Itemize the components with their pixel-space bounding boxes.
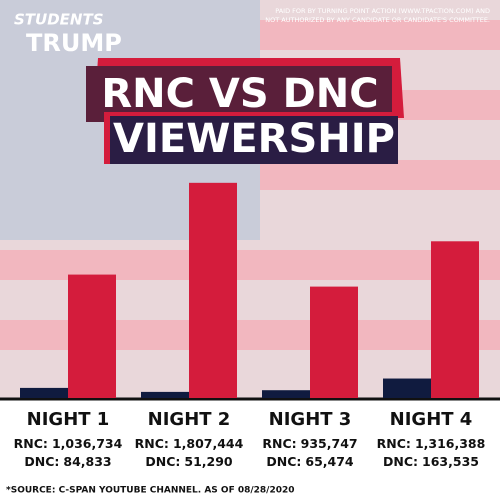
bar: [431, 241, 479, 398]
series-name: DNC:: [266, 454, 301, 469]
bar: [20, 387, 68, 398]
title-banner: [86, 58, 404, 164]
series-name: DNC:: [24, 454, 59, 469]
logo: TRUMP: [26, 29, 122, 57]
series-name: RNC:: [377, 436, 411, 451]
value-label: DNC: 163,535: [383, 454, 479, 469]
data-label: 65,474: [305, 454, 354, 469]
value-label: RNC: 935,747: [262, 436, 357, 451]
x-tick-label: NIGHT 2: [148, 409, 231, 430]
data-label: 84,833: [63, 454, 111, 469]
value-label: RNC: 1,036,734: [14, 436, 123, 451]
data-label: 163,535: [422, 454, 479, 469]
series-name: RNC:: [135, 436, 169, 451]
data-label: 51,290: [184, 454, 233, 469]
source-note: *SOURCE: C-SPAN YOUTUBE CHANNEL. AS OF 0…: [6, 486, 295, 496]
x-tick-label: NIGHT 1: [27, 409, 110, 430]
logo: STUDENTS: [14, 11, 104, 29]
bar: [310, 286, 358, 398]
disclaimer: NOT AUTHORIZED BY ANY CANDIDATE OR CANDI…: [265, 16, 490, 24]
bar: [189, 182, 237, 398]
value-label: DNC: 51,290: [145, 454, 233, 469]
x-tick-label: NIGHT 3: [269, 409, 352, 430]
bar: [141, 391, 189, 398]
value-label: DNC: 65,474: [266, 454, 354, 469]
data-label: 935,747: [301, 436, 358, 451]
bar: [68, 274, 116, 398]
value-label: RNC: 1,316,388: [377, 436, 486, 451]
series-name: DNC:: [145, 454, 180, 469]
bar: [383, 378, 431, 398]
bar: [262, 390, 310, 398]
series-name: RNC:: [14, 436, 48, 451]
chart-title: RNC VS DNC: [101, 71, 378, 117]
chart-title: VIEWERSHIP: [113, 116, 395, 162]
value-label: RNC: 1,807,444: [135, 436, 244, 451]
value-label: DNC: 84,833: [24, 454, 111, 469]
data-label: 1,036,734: [52, 436, 123, 451]
data-label: 1,807,444: [173, 436, 244, 451]
series-name: DNC:: [383, 454, 418, 469]
series-name: RNC:: [262, 436, 296, 451]
disclaimer: PAID FOR BY TURNING POINT ACTION (WWW.TP…: [275, 7, 490, 15]
data-label: 1,316,388: [415, 436, 485, 451]
x-tick-label: NIGHT 4: [390, 409, 473, 430]
